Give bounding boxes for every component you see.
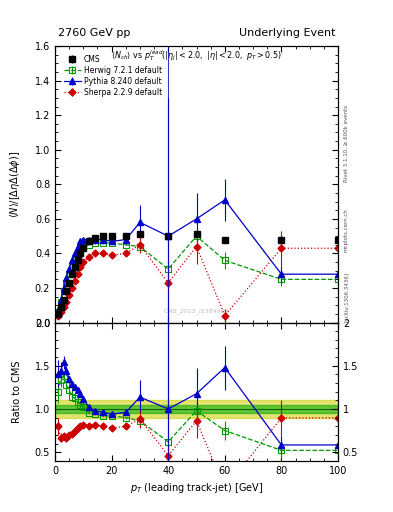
Text: Underlying Event: Underlying Event bbox=[239, 28, 335, 38]
Text: Rivet 3.1.10, ≥ 600k events: Rivet 3.1.10, ≥ 600k events bbox=[344, 105, 349, 182]
Text: 2760 GeV pp: 2760 GeV pp bbox=[58, 28, 130, 38]
Bar bbox=[55, 404, 338, 413]
Bar bbox=[55, 400, 338, 418]
Text: [arXiv:1306.3436]: [arXiv:1306.3436] bbox=[344, 272, 349, 322]
Text: mcplots.cern.ch: mcplots.cern.ch bbox=[344, 208, 349, 252]
Text: $\langle N_{ch}\rangle$ vs $p_T^{lead}(|\eta_j|<2.0,\ |\eta|<2.0,\ p_T>0.5)$: $\langle N_{ch}\rangle$ vs $p_T^{lead}(|… bbox=[111, 49, 282, 63]
Text: CMS_2015_I1384902: CMS_2015_I1384902 bbox=[163, 309, 230, 314]
Y-axis label: $\langle N\rangle/[\Delta\eta\Delta(\Delta\phi)]$: $\langle N\rangle/[\Delta\eta\Delta(\Del… bbox=[9, 151, 22, 218]
Y-axis label: Ratio to CMS: Ratio to CMS bbox=[13, 360, 22, 423]
X-axis label: $p_T$ (leading track-jet) [GeV]: $p_T$ (leading track-jet) [GeV] bbox=[130, 481, 263, 495]
Legend: CMS, Herwig 7.2.1 default, Pythia 8.240 default, Sherpa 2.2.9 default: CMS, Herwig 7.2.1 default, Pythia 8.240 … bbox=[62, 53, 164, 99]
